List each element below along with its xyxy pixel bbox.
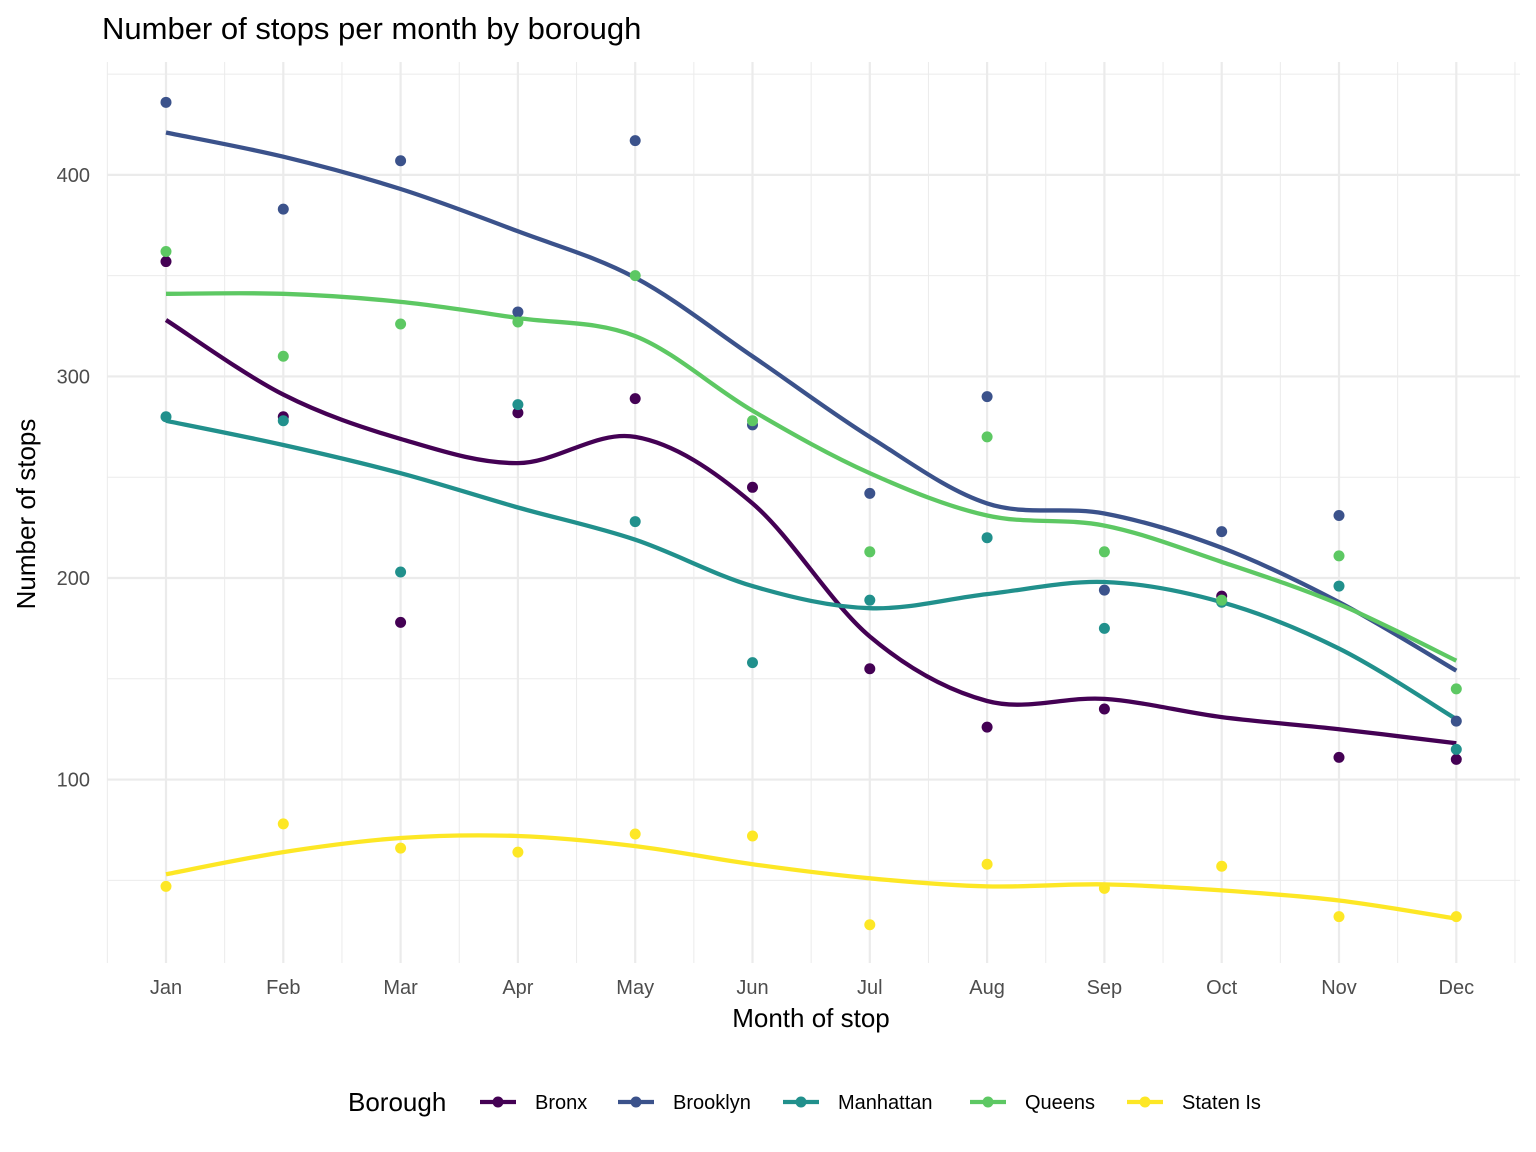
point-manhattan xyxy=(1098,622,1110,634)
legend-title: Borough xyxy=(348,1087,446,1117)
point-brooklyn xyxy=(1333,510,1345,522)
point-queens xyxy=(1098,546,1110,558)
point-queens xyxy=(629,270,641,282)
point-brooklyn xyxy=(1216,526,1228,538)
point-queens xyxy=(277,350,289,362)
point-bronx xyxy=(395,616,407,628)
point-queens xyxy=(1216,594,1228,606)
smooth-line-bronx xyxy=(164,318,1457,746)
point-staten-is xyxy=(864,919,876,931)
y-tick-label: 200 xyxy=(57,568,90,590)
legend-key-point-bronx xyxy=(492,1096,504,1108)
point-brooklyn xyxy=(864,487,876,499)
point-staten-is xyxy=(981,858,993,870)
point-manhattan xyxy=(1450,743,1462,755)
point-brooklyn xyxy=(1098,584,1110,596)
x-axis-title: Month of stop xyxy=(732,1003,890,1033)
grid xyxy=(106,62,1520,963)
point-bronx xyxy=(512,407,524,419)
point-bronx xyxy=(160,256,172,268)
point-staten-is xyxy=(1098,882,1110,894)
point-manhattan xyxy=(512,399,524,411)
point-manhattan xyxy=(747,657,758,669)
point-brooklyn xyxy=(395,155,407,167)
point-brooklyn xyxy=(160,96,172,108)
legend-label-manhattan: Manhattan xyxy=(838,1092,933,1114)
x-tick-label: Jul xyxy=(857,977,883,999)
point-bronx xyxy=(981,721,993,733)
x-tick-label: Oct xyxy=(1206,977,1238,999)
point-brooklyn xyxy=(1450,715,1462,727)
point-queens xyxy=(1450,683,1462,695)
legend-label-staten-is: Staten Is xyxy=(1182,1092,1261,1114)
point-queens xyxy=(981,431,993,443)
legend-key-point-staten-is xyxy=(1139,1096,1151,1108)
point-brooklyn xyxy=(629,135,641,147)
point-bronx xyxy=(747,481,758,493)
point-queens xyxy=(395,318,407,330)
point-bronx xyxy=(629,393,641,405)
legend-items: Bronx Brooklyn Manhattan Queens Staten Is xyxy=(480,1092,1261,1114)
point-manhattan xyxy=(981,532,993,544)
point-staten-is xyxy=(1333,911,1345,923)
legend-label-brooklyn: Brooklyn xyxy=(673,1092,751,1114)
point-manhattan xyxy=(160,411,172,423)
x-tick-label: Jan xyxy=(150,977,182,999)
point-manhattan xyxy=(864,594,876,606)
legend-key-point-queens xyxy=(982,1096,994,1108)
point-bronx xyxy=(1098,703,1110,715)
point-bronx xyxy=(1333,751,1345,763)
y-tick-label: 100 xyxy=(57,770,90,792)
smooth-line-manhattan xyxy=(165,418,1458,721)
legend-key-point-brooklyn xyxy=(630,1096,642,1108)
smooth-line-staten-is xyxy=(165,833,1457,921)
x-tick-label: Feb xyxy=(266,977,300,999)
x-axis-ticks: Jan Feb Mar Apr May Jun Jul Aug Sep Oct Nov Dec xyxy=(150,977,1474,999)
y-axis-title: Number of stops xyxy=(11,419,41,610)
x-tick-label: Dec xyxy=(1439,977,1475,999)
x-tick-label: Mar xyxy=(383,977,418,999)
x-tick-label: Apr xyxy=(502,977,533,999)
y-tick-label: 400 xyxy=(57,165,90,187)
smoothed-lines xyxy=(164,130,1458,921)
x-tick-label: Nov xyxy=(1321,977,1357,999)
legend-key-point-manhattan xyxy=(795,1096,807,1108)
point-brooklyn xyxy=(981,391,993,403)
y-axis-ticks: 100 200 300 400 xyxy=(57,165,90,792)
point-brooklyn xyxy=(277,203,289,215)
point-queens xyxy=(1333,550,1345,562)
chart-title: Number of stops per month by borough xyxy=(102,11,641,46)
legend-label-bronx: Bronx xyxy=(535,1092,587,1114)
legend-label-queens: Queens xyxy=(1025,1092,1095,1114)
legend: Borough Bronx Brooklyn Manhattan Queens Stat… xyxy=(348,1087,1261,1117)
point-staten-is xyxy=(277,818,289,830)
point-staten-is xyxy=(395,842,407,854)
x-tick-label: Aug xyxy=(969,977,1005,999)
point-queens xyxy=(160,245,172,257)
point-manhattan xyxy=(1333,580,1345,592)
point-brooklyn xyxy=(512,306,524,318)
x-tick-label: Jun xyxy=(736,977,768,999)
point-manhattan xyxy=(629,516,641,528)
point-staten-is xyxy=(629,828,641,840)
point-manhattan xyxy=(277,415,289,427)
point-staten-is xyxy=(1216,860,1228,872)
point-queens xyxy=(747,415,758,427)
point-staten-is xyxy=(512,846,524,858)
point-bronx xyxy=(1450,753,1462,765)
point-queens xyxy=(864,546,876,558)
point-queens xyxy=(512,316,524,328)
point-bronx xyxy=(864,663,876,675)
y-tick-label: 300 xyxy=(57,366,90,388)
x-tick-label: Sep xyxy=(1087,977,1123,999)
smooth-line-queens xyxy=(165,291,1458,663)
point-staten-is xyxy=(1450,911,1462,923)
data-points xyxy=(160,96,1462,931)
point-manhattan xyxy=(395,566,407,578)
point-staten-is xyxy=(160,880,172,892)
x-tick-label: May xyxy=(616,977,654,999)
point-staten-is xyxy=(747,830,758,842)
smooth-line-brooklyn xyxy=(165,130,1458,673)
